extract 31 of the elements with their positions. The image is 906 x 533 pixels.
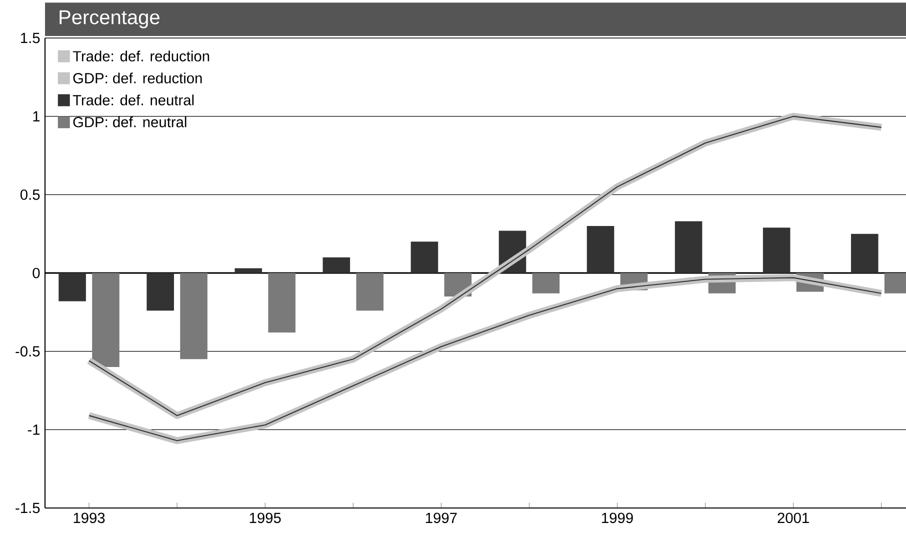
bar xyxy=(234,268,262,273)
x-tick-label: 1995 xyxy=(250,512,281,524)
y-tick-label: 0 xyxy=(32,268,40,278)
bar xyxy=(322,257,350,273)
x-tick-label: 2001 xyxy=(778,512,809,524)
bar xyxy=(850,234,878,273)
bar xyxy=(58,273,86,302)
legend-label: GDP: def. reduction xyxy=(73,72,202,84)
legend-label: GDP: def. neutral xyxy=(73,116,186,128)
bar xyxy=(180,273,208,360)
bar xyxy=(586,226,614,273)
legend-label: Trade: def. neutral xyxy=(72,94,194,106)
bar xyxy=(92,273,120,367)
bar xyxy=(146,273,174,311)
y-tick-label: -0.5 xyxy=(16,346,40,357)
chart-title: Percentage xyxy=(60,10,160,28)
y-tick-label: 1.5 xyxy=(21,32,40,44)
bar xyxy=(356,273,384,311)
bar xyxy=(762,228,790,273)
y-tick-label: 1 xyxy=(33,111,40,122)
legend-label: Trade: def. reduction xyxy=(72,50,210,62)
x-tick-label: 1999 xyxy=(602,512,633,524)
y-tick-label: -1 xyxy=(28,424,40,435)
bar xyxy=(532,273,560,294)
y-tick-label: -1.5 xyxy=(16,502,40,514)
x-tick-label: 1997 xyxy=(426,512,457,524)
bar xyxy=(268,273,296,333)
y-tick-label: 0.5 xyxy=(20,189,40,200)
x-tick-label: 1993 xyxy=(74,512,105,524)
bar xyxy=(674,221,702,273)
bar xyxy=(410,242,438,273)
